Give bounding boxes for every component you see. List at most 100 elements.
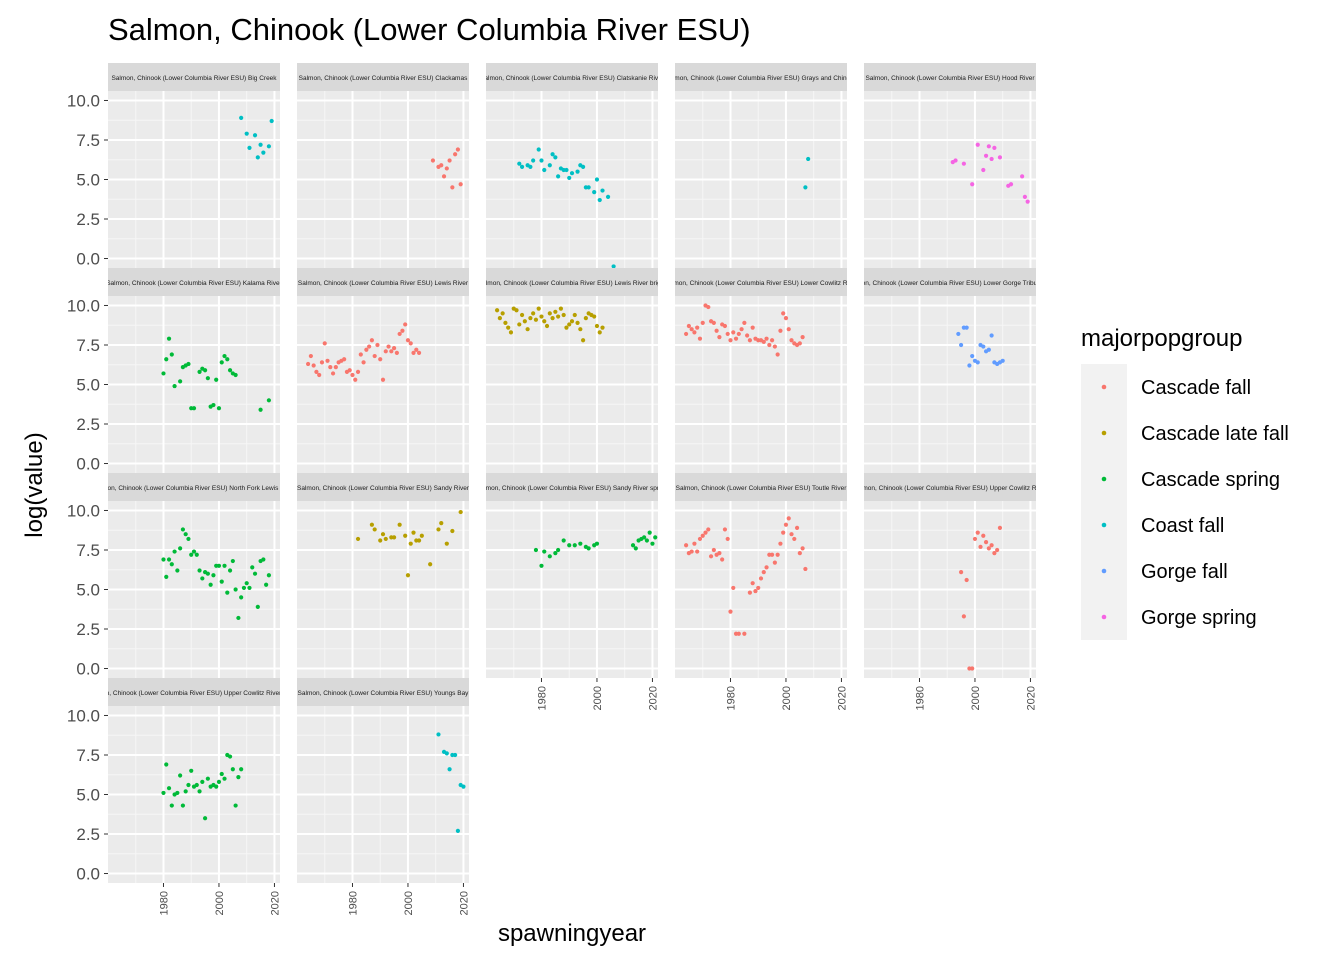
data-point	[753, 588, 758, 594]
y-tick-label: 10.0	[67, 296, 100, 315]
y-tick-label: 2.5	[76, 825, 100, 844]
data-point	[706, 304, 711, 310]
data-point	[350, 372, 355, 378]
data-point	[355, 536, 361, 542]
facet-strip-label: Salmon, Chinook (Lower Columbia River ES…	[299, 75, 468, 82]
data-point	[528, 164, 533, 169]
facet-strip-label: Salmon, Chinook (Lower Columbia River ES…	[93, 485, 296, 492]
data-point	[986, 144, 991, 149]
legend-entry-label: Cascade spring	[1141, 469, 1280, 491]
data-point	[500, 311, 505, 316]
data-point	[586, 546, 591, 551]
data-point	[983, 539, 989, 545]
data-point	[202, 816, 208, 821]
data-point	[233, 372, 238, 378]
data-points	[239, 115, 274, 160]
data-point	[517, 322, 522, 327]
data-point	[378, 357, 383, 362]
data-point	[386, 344, 391, 349]
data-point	[761, 570, 766, 575]
x-tick-label: 2000	[214, 891, 226, 915]
y-tick-label: 2.5	[76, 620, 100, 639]
data-point	[989, 543, 994, 548]
data-point	[183, 532, 188, 537]
data-point	[444, 541, 449, 546]
data-point	[781, 530, 786, 535]
data-point	[533, 547, 539, 553]
facet-panel: Salmon, Chinook (Lower Columbia River ES…	[297, 678, 470, 915]
data-point	[964, 577, 969, 583]
data-point	[508, 330, 514, 335]
data-point	[330, 371, 336, 376]
facet-strip-label: Salmon, Chinook (Lower Columbia River ES…	[298, 280, 469, 287]
data-point	[383, 349, 388, 354]
y-tick-label: 10.0	[67, 501, 100, 520]
x-tick-label: 1980	[914, 686, 926, 710]
data-point	[197, 568, 202, 573]
legend-entry-label: Gorge spring	[1141, 607, 1257, 629]
legend-entry-label: Cascade fall	[1141, 377, 1251, 399]
facet-panel: Salmon, Chinook (Lower Columbia River ES…	[864, 63, 1036, 268]
legend-key	[1101, 430, 1107, 436]
y-axis-label: log(value)	[21, 432, 48, 537]
facet-strip	[297, 678, 469, 706]
data-point	[583, 316, 588, 321]
data-point	[970, 666, 975, 671]
data-point	[194, 782, 199, 788]
data-point	[255, 155, 260, 160]
data-point	[200, 779, 205, 784]
data-point	[722, 323, 728, 329]
data-point	[542, 167, 547, 173]
data-point	[689, 327, 694, 332]
facet-strip	[486, 268, 658, 296]
facet-strip	[675, 63, 847, 91]
facet-strip-label: Salmon, Chinook (Lower Columbia River ES…	[87, 690, 301, 697]
facet-strip	[675, 268, 847, 296]
data-point	[378, 538, 383, 543]
data-point	[225, 590, 230, 595]
data-point	[408, 541, 413, 546]
data-point	[458, 182, 463, 187]
data-point	[578, 327, 583, 332]
data-point	[997, 525, 1003, 530]
legend-title: majorpopgroup	[1081, 325, 1242, 352]
data-point	[264, 582, 269, 587]
data-point	[178, 379, 183, 384]
y-tick-label: 5.0	[76, 171, 100, 190]
data-point	[197, 369, 202, 374]
data-point	[227, 568, 233, 573]
legend-entry-label: Gorge fall	[1141, 561, 1228, 583]
data-point	[556, 174, 561, 179]
data-point	[975, 142, 980, 147]
facet-panel: Salmon, Chinook (Lower Columbia River ES…	[67, 268, 280, 474]
data-point	[692, 541, 697, 546]
data-point	[239, 767, 244, 772]
y-tick-label: 0.0	[76, 455, 100, 474]
facet-panel: Salmon, Chinook (Lower Columbia River ES…	[675, 268, 847, 473]
data-point	[408, 341, 413, 346]
data-point	[219, 771, 224, 777]
data-point	[794, 525, 800, 530]
data-points	[517, 147, 616, 268]
data-point	[578, 541, 583, 546]
data-point	[547, 311, 552, 316]
data-point	[695, 325, 700, 330]
data-point	[416, 538, 422, 543]
data-point	[189, 768, 194, 773]
data-point	[439, 163, 444, 168]
data-point	[594, 177, 600, 182]
data-point	[981, 167, 986, 173]
data-point	[403, 533, 408, 538]
data-point	[686, 323, 691, 329]
data-point	[970, 182, 975, 187]
x-tick-label: 2000	[592, 686, 604, 710]
data-point	[180, 803, 186, 808]
data-point	[1025, 199, 1030, 204]
data-point	[247, 585, 252, 591]
data-point	[739, 327, 744, 332]
data-point	[205, 376, 210, 381]
data-point	[236, 775, 241, 780]
data-point	[575, 169, 580, 174]
data-points	[494, 306, 605, 343]
data-point	[553, 551, 558, 556]
